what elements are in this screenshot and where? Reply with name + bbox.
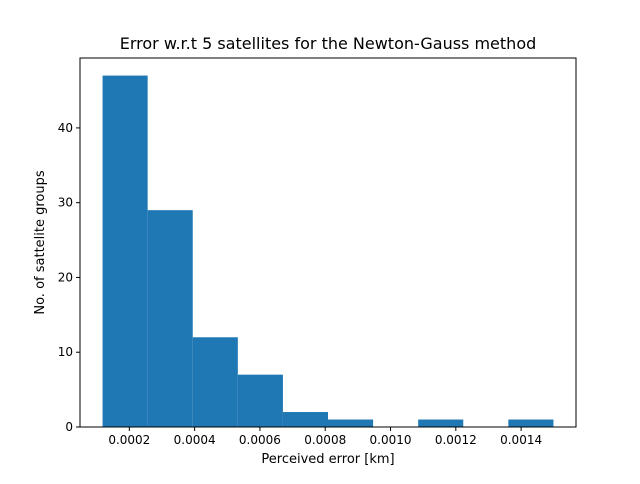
histogram-bar <box>192 337 238 427</box>
x-tick-label: 0.0002 <box>108 433 150 447</box>
y-tick-label: 40 <box>58 121 73 135</box>
x-tick-label: 0.0008 <box>304 433 346 447</box>
x-tick-label: 0.0012 <box>435 433 477 447</box>
y-tick-label: 30 <box>58 196 73 210</box>
histogram-bar <box>508 419 554 427</box>
y-axis-label: No. of sattelite groups <box>33 170 48 315</box>
plot-frame <box>79 57 577 428</box>
x-tick-label: 0.0014 <box>500 433 542 447</box>
y-tick-label: 10 <box>58 345 73 359</box>
y-tick-label: 0 <box>65 420 73 434</box>
histogram-bar <box>282 412 328 427</box>
x-tick-label: 0.0006 <box>239 433 281 447</box>
histogram-bar <box>147 210 193 427</box>
histogram-bar <box>102 75 148 428</box>
bars-group <box>102 75 554 428</box>
x-tick-label: 0.0004 <box>174 433 216 447</box>
histogram-bar <box>237 374 283 427</box>
x-tick-label: 0.0010 <box>370 433 412 447</box>
histogram-bar <box>328 419 374 427</box>
y-axis: 0 10 20 30 40 <box>58 121 80 434</box>
y-tick-label: 20 <box>58 270 73 284</box>
x-axis-label: Perceived error [km] <box>261 452 394 467</box>
x-axis: 0.0002 0.0004 0.0006 0.0008 0.0010 0.0012 0.00… <box>108 427 542 447</box>
chart-title: Error w.r.t 5 satellites for the Newton-… <box>120 34 537 53</box>
histogram-bar <box>418 419 464 427</box>
